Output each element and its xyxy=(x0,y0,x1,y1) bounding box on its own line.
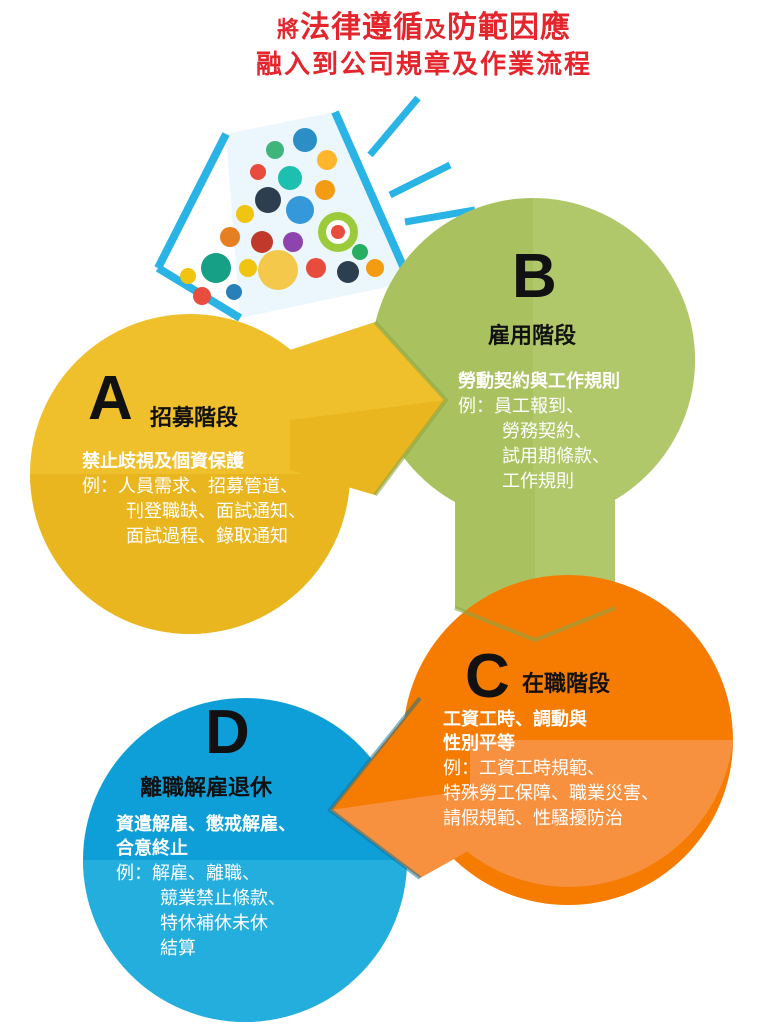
stage-d-title: 離職解雇退休 xyxy=(140,776,273,801)
stage-b-heading: 勞動契約與工作規則 xyxy=(458,371,620,392)
stage-d-line: 例：解雇、離職、 xyxy=(116,863,260,884)
stage-b-line: 例：員工報到、 xyxy=(458,396,584,417)
stage-c-line: 請假規範、性騷擾防治 xyxy=(443,808,623,829)
stage-c-text: 工資工時、調動與 性別平等 例：工資工時規範、 特殊勞工保障、職業災害、 請假規… xyxy=(443,708,659,831)
stage-b-letter: B xyxy=(512,242,557,311)
stage-a-heading: 禁止歧視及個資保護 xyxy=(82,451,244,472)
stage-b-line: 工作規則 xyxy=(502,471,574,492)
stage-b-line: 試用期條款、 xyxy=(502,446,610,467)
stage-c-title: 在職階段 xyxy=(522,672,611,697)
stage-b-title: 雇用階段 xyxy=(488,324,577,349)
stage-b-shade xyxy=(533,198,695,522)
stage-d-letter: D xyxy=(205,698,250,767)
stage-d-line: 競業禁止條款、 xyxy=(160,888,286,909)
page-title-line1: 將法律遵循及防範因應 xyxy=(276,10,572,45)
stage-c-line: 特殊勞工保障、職業災害、 xyxy=(443,783,659,804)
stage-d-line: 特休補休未休 xyxy=(160,913,268,934)
stage-c-line: 例：工資工時規範、 xyxy=(443,758,605,779)
stage-a-text: 禁止歧視及個資保護 例：人員需求、招募管道、 刊登職缺、面試通知、 面試過程、錄… xyxy=(82,450,306,549)
stage-c-heading: 工資工時、調動與 xyxy=(443,709,587,730)
stage-b-line: 勞務契約、 xyxy=(502,421,592,442)
stage-c-letter: C xyxy=(465,642,510,711)
stage-a-title: 招募階段 xyxy=(150,406,239,431)
stage-d-heading: 合意終止 xyxy=(116,838,188,859)
stage-d-text: 資遣解雇、懲戒解雇、 合意終止 例：解雇、離職、 競業禁止條款、 特休補休未休 … xyxy=(116,813,296,961)
stage-a-line: 例：人員需求、招募管道、 xyxy=(82,476,298,497)
stage-c-heading: 性別平等 xyxy=(443,733,515,754)
stage-a-letter: A xyxy=(88,364,133,433)
stage-a-line: 刊登職缺、面試通知、 xyxy=(126,501,306,522)
megaphone-icon xyxy=(154,95,476,322)
stage-d-heading: 資遣解雇、懲戒解雇、 xyxy=(116,814,296,835)
page-title-line2: 融入到公司規章及作業流程 xyxy=(255,50,592,80)
stage-a-line: 面試過程、錄取通知 xyxy=(126,526,288,547)
stage-d-line: 結算 xyxy=(160,938,196,959)
stage-b-text: 勞動契約與工作規則 例：員工報到、 勞務契約、 試用期條款、 工作規則 xyxy=(458,370,620,494)
